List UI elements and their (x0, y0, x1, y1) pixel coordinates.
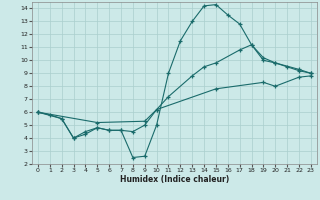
X-axis label: Humidex (Indice chaleur): Humidex (Indice chaleur) (120, 175, 229, 184)
